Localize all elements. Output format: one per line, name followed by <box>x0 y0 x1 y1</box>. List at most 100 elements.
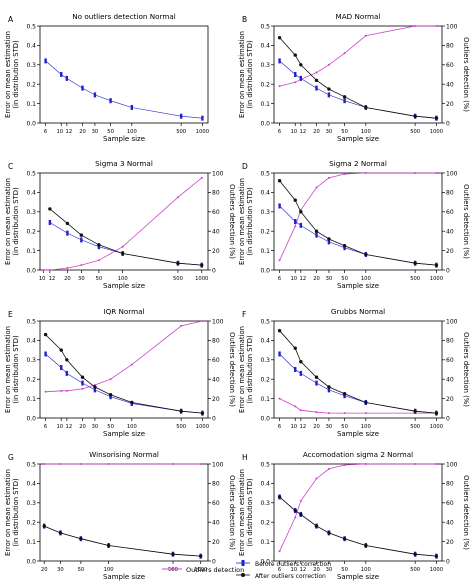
x-tick-label: 1000 <box>430 424 443 430</box>
y2-tick-label: 100 <box>212 170 224 177</box>
panels: A No outliers detection Normal 0.0 0.1 0.2 0.… <box>4 12 470 581</box>
data-point-before <box>278 203 281 209</box>
data-point-before <box>81 380 84 386</box>
series-before <box>44 58 204 121</box>
y2-tick-label: 80 <box>446 338 454 345</box>
x-tick-label: 30 <box>78 276 85 282</box>
data-point-after <box>327 237 331 241</box>
x-tick-label: 100 <box>361 129 371 135</box>
series-detection <box>278 463 438 553</box>
x-tick-label: 500 <box>168 567 178 573</box>
y-tick-label: 0.5 <box>260 461 270 468</box>
data-point-before <box>201 115 204 121</box>
data-point-detection <box>414 172 417 174</box>
data-point-after <box>48 207 52 211</box>
x-tick-label: 20 <box>64 276 71 282</box>
panel-letter: G <box>8 453 14 462</box>
series-line-before <box>279 353 437 414</box>
data-point-after <box>58 531 63 535</box>
y-tick-label: 0.5 <box>26 23 36 30</box>
data-point-detection <box>294 225 297 228</box>
y2-tick-label: 60 <box>446 357 454 364</box>
series-detection <box>278 172 438 262</box>
y-axis-label: Error on mean estimation(in distribution… <box>238 326 254 413</box>
panel-F: F Grubbs Normal 0.0 0.1 0.2 0.3 0.4 0.5 0 20 40 60 8… <box>238 307 470 438</box>
plot-frame <box>273 320 443 419</box>
x-tick-label: 10 <box>56 424 63 430</box>
x-axis-label: Sample size <box>103 430 145 438</box>
y2-tick-label: 40 <box>446 82 454 89</box>
y-tick-label: 0.0 <box>26 558 36 565</box>
data-point-detection <box>130 363 133 366</box>
panel-letter: H <box>242 453 248 462</box>
panel-E: E IQR Normal 0.0 0.1 0.2 0.3 0.4 0.5 0 20 40 60 80 10… <box>4 307 236 438</box>
data-point-detection <box>343 172 346 175</box>
data-point-after <box>413 261 417 265</box>
x-tick-label: 500 <box>410 129 420 135</box>
y-tick-label: 0.5 <box>260 170 270 177</box>
x-tick-label: 100 <box>361 276 371 282</box>
data-point-before <box>278 351 281 357</box>
data-point-detection <box>66 267 69 270</box>
data-point-after <box>434 554 439 558</box>
x-tick-label: 20 <box>79 424 86 430</box>
legend-label-after: After outliers correction <box>255 573 326 580</box>
y2-tick-label: 100 <box>446 23 458 30</box>
data-point-after <box>293 508 297 513</box>
y2-tick-label: 60 <box>212 209 220 216</box>
data-point-after <box>277 179 282 183</box>
y-tick-label: 0.4 <box>260 338 270 345</box>
x-tick-label: 30 <box>326 129 333 135</box>
figure-legend: Outliers detection Before outliers corre… <box>162 560 331 580</box>
data-point-after <box>327 531 331 535</box>
y2-tick-label: 0 <box>446 120 450 127</box>
x-tick-label: 500 <box>176 424 186 430</box>
data-point-after <box>200 411 205 415</box>
y-tick-label: 0.5 <box>260 318 270 325</box>
x-tick-label: 50 <box>341 276 348 282</box>
data-point-before <box>315 85 318 91</box>
panel-title: Accomodation sigma 2 Normal <box>303 450 413 459</box>
legend-label-detection: Outliers detection <box>186 566 244 574</box>
data-point-after <box>65 221 70 226</box>
series-line-before <box>279 60 437 119</box>
data-point-detection <box>327 63 330 66</box>
data-point-before <box>299 222 303 228</box>
y-tick-label: 0.2 <box>260 229 270 236</box>
panel-title: Sigma 3 Normal <box>95 159 153 168</box>
data-point-after <box>413 114 417 118</box>
data-point-detection <box>65 389 68 392</box>
data-point-detection <box>60 389 63 392</box>
y2-axis-label: Outliers detection (%) <box>462 332 470 407</box>
panel-letter: F <box>242 310 246 319</box>
x-tick-label: 1000 <box>195 276 208 282</box>
x-tick-label: 10 <box>290 276 297 282</box>
data-point-detection <box>44 390 47 393</box>
y-axis-label: Error on mean estimation(in distribution… <box>238 31 254 118</box>
data-point-after <box>277 329 282 333</box>
data-point-before <box>315 380 318 386</box>
y2-tick-label: 60 <box>446 62 454 69</box>
data-point-after <box>80 375 85 379</box>
x-tick-label: 12 <box>49 276 56 282</box>
y2-axis-label: Outliers detection (%) <box>462 37 470 112</box>
y2-tick-label: 60 <box>446 209 454 216</box>
y-tick-label: 0.1 <box>26 248 36 255</box>
y-tick-label: 0.2 <box>260 82 270 89</box>
legend-marker-before <box>241 560 245 566</box>
x-tick-label: 30 <box>326 424 333 430</box>
data-point-after <box>59 348 63 352</box>
x-tick-label: 12 <box>300 567 307 573</box>
x-tick-label: 100 <box>127 129 137 135</box>
data-point-detection <box>107 463 110 465</box>
data-point-detection <box>294 81 297 84</box>
data-point-after <box>314 229 319 233</box>
series-line-before <box>45 60 203 119</box>
data-point-after <box>413 552 417 556</box>
series-line-detection <box>279 463 437 552</box>
y-axis-label: Error on mean estimation(in distribution… <box>238 469 254 556</box>
y-tick-label: 0.5 <box>26 461 36 468</box>
data-point-detection <box>278 259 281 262</box>
data-point-detection <box>315 477 318 480</box>
